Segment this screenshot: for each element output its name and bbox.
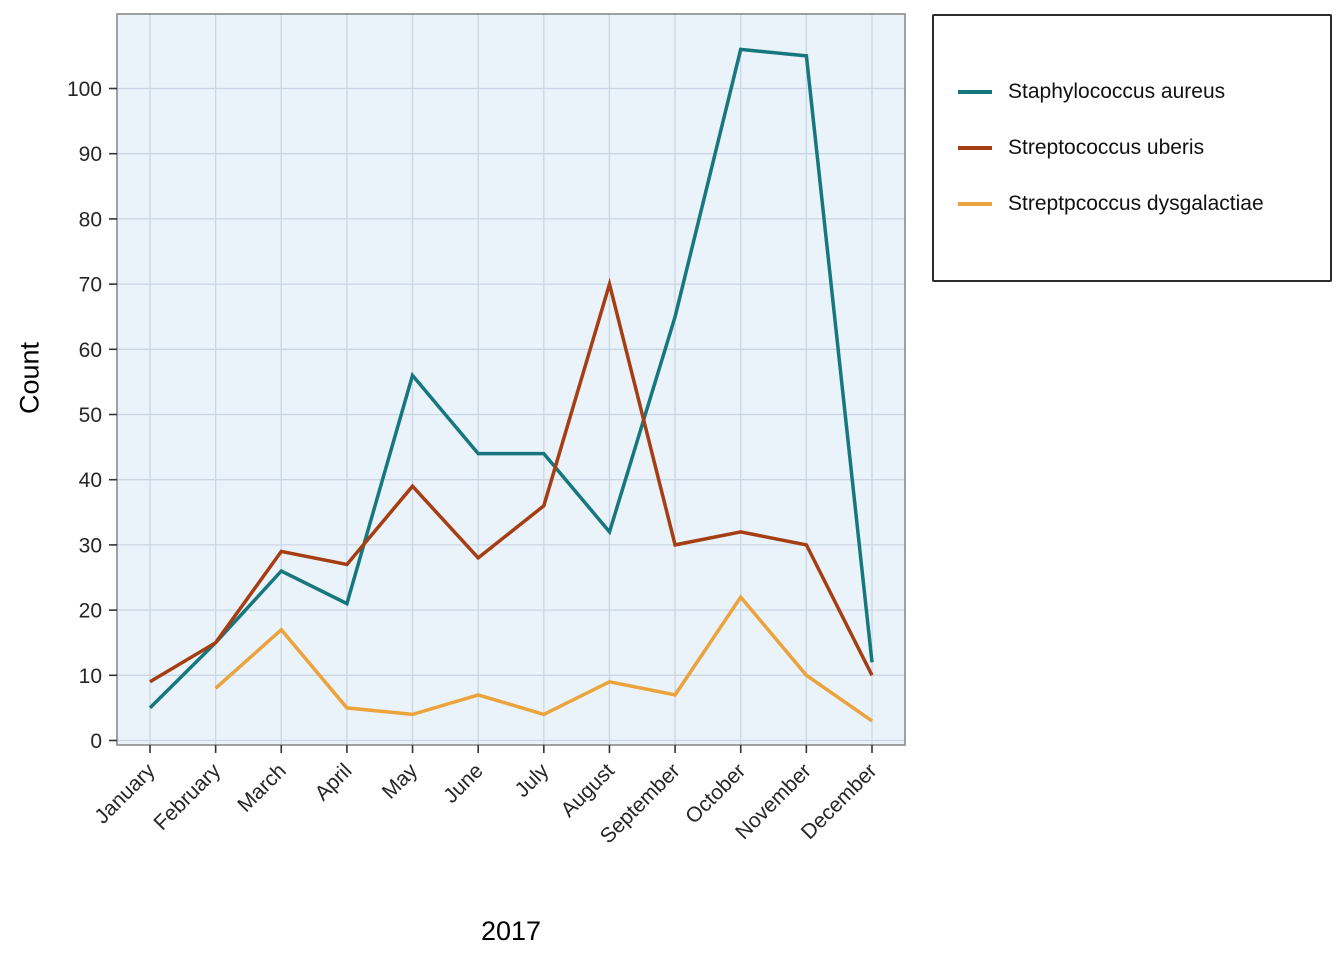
y-axis-tick-label: 90 <box>79 143 102 166</box>
y-axis-tick-label: 30 <box>79 534 102 557</box>
legend-key-line <box>958 90 992 94</box>
y-axis-tick-label: 0 <box>90 730 102 753</box>
y-axis-tick-label: 10 <box>79 665 102 688</box>
legend-item-label: Streptpcoccus dysgalactiae <box>1008 192 1264 215</box>
legend: Staphylococcus aureus Streptococcus uberi… <box>932 14 1332 282</box>
x-axis-tick-label: April <box>310 759 356 805</box>
y-axis-title: Count <box>14 341 45 415</box>
y-axis-tick-label: 60 <box>79 339 102 362</box>
y-axis-tick-label: 40 <box>79 469 102 492</box>
x-axis-tick-label: February <box>149 759 225 835</box>
plot-panel-border <box>116 13 906 746</box>
plot-panel-background <box>117 14 905 745</box>
series-line-streptococcus-uberis <box>149 277 874 684</box>
legend-item: Staphylococcus aureus <box>958 80 1330 104</box>
x-axis-title: 2017 <box>480 916 542 946</box>
series-line-staphylococcus-aureus <box>148 47 874 710</box>
y-axis-tick-label: 20 <box>79 600 102 623</box>
legend-item: Streptococcus uberis <box>958 136 1330 160</box>
legend-item: Streptpcoccus dysgalactiae <box>958 192 1330 216</box>
y-axis-tick-label: 70 <box>79 274 102 297</box>
x-axis-tick-label: June <box>439 759 487 807</box>
x-axis-tick-label: July <box>511 759 554 802</box>
series-line-streptpcoccus-dysgalactiae <box>214 594 873 723</box>
legend-item-label: Staphylococcus aureus <box>1008 80 1226 103</box>
x-axis-tick-label: August <box>556 759 619 822</box>
legend-key-line <box>958 202 992 206</box>
x-axis-tick-label: May <box>378 759 423 804</box>
y-axis-tick-label: 80 <box>79 208 102 231</box>
legend-key-line <box>958 146 992 150</box>
legend-item-label: Streptococcus uberis <box>1008 136 1205 159</box>
y-axis-tick-label: 100 <box>67 78 102 101</box>
y-axis-tick-label: 50 <box>79 404 102 427</box>
x-axis-tick-label: March <box>233 759 291 817</box>
